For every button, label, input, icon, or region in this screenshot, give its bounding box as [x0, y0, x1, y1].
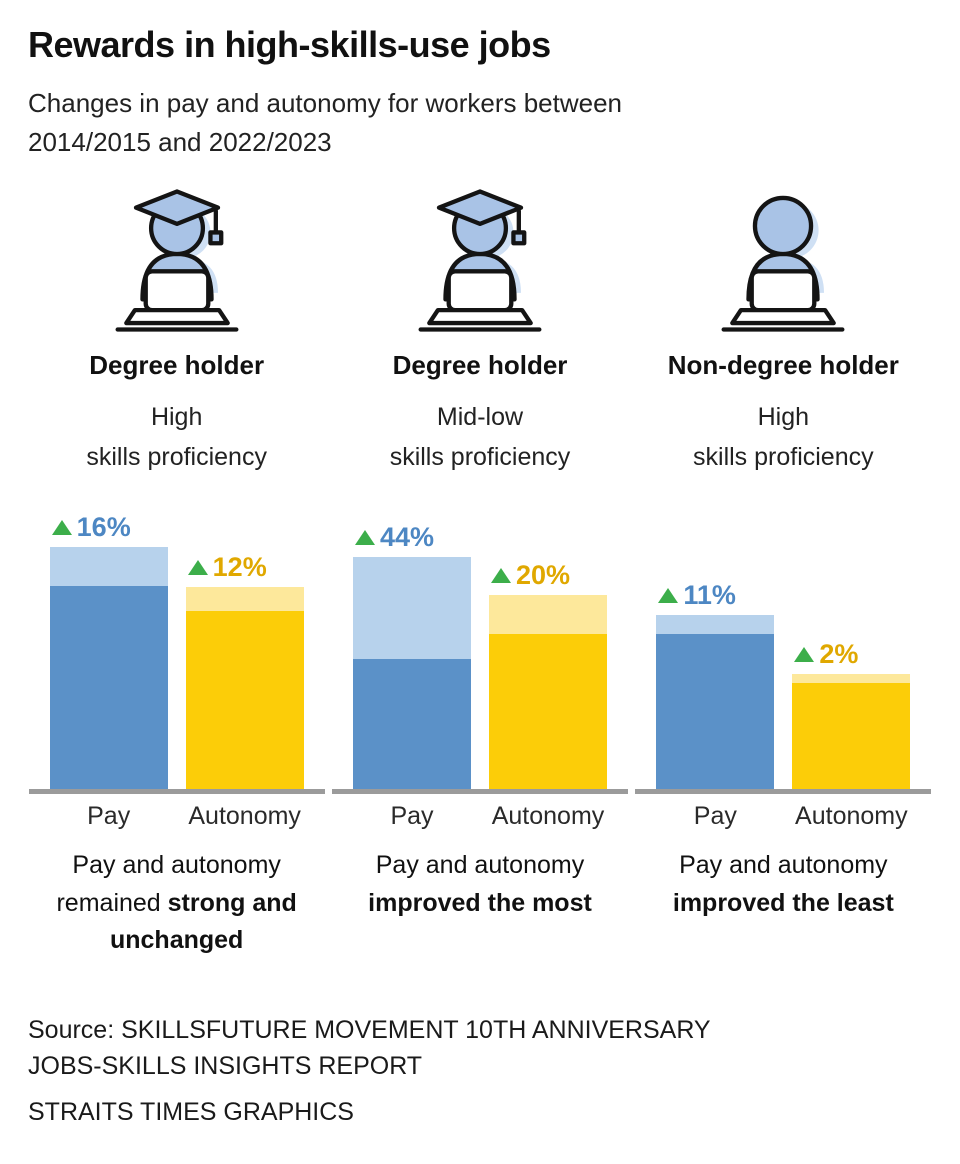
- proficiency-label: Mid-low skills proficiency: [389, 403, 571, 471]
- group-columns: Degree holder High skills proficiency 16…: [28, 184, 932, 960]
- group-label: Degree holder: [89, 350, 265, 380]
- up-triangle-icon: [658, 588, 679, 603]
- up-triangle-icon: [187, 560, 208, 575]
- source-block: Source: SKILLSFUTURE MOVEMENT 10TH ANNIV…: [28, 1012, 932, 1131]
- pay-axis-label: Pay: [87, 802, 131, 830]
- axis-labels: Pay Autonomy: [29, 802, 325, 831]
- autonomy-change-label: 12%: [187, 552, 267, 583]
- group-label: Non-degree holder: [667, 350, 899, 380]
- bar-chart: 44% 20%: [331, 507, 628, 794]
- up-triangle-icon: [51, 520, 72, 535]
- non-degree-holder-icon: [702, 184, 864, 336]
- pay-axis-label: Pay: [390, 802, 434, 830]
- group-caption: Pay and autonomy improved the least: [672, 851, 894, 917]
- infographic: Rewards in high-skills-use jobs Changes …: [28, 24, 932, 1131]
- source-line: Source: SKILLSFUTURE MOVEMENT 10TH ANNIV…: [28, 1015, 711, 1080]
- pay-axis-label: Pay: [693, 802, 737, 830]
- bar: [49, 547, 168, 789]
- pay-bar: 11%: [656, 580, 775, 789]
- pay-change-label: 11%: [658, 580, 736, 611]
- pay-change-label: 16%: [51, 512, 131, 543]
- axis-labels: Pay Autonomy: [635, 802, 931, 831]
- proficiency-label: High skills proficiency: [693, 403, 874, 471]
- bar: [792, 674, 911, 789]
- autonomy-bar: 20%: [488, 560, 607, 789]
- pay-bar: 44%: [352, 522, 471, 789]
- pay-change-label: 44%: [354, 522, 434, 553]
- autonomy-axis-label: Autonomy: [491, 802, 605, 830]
- autonomy-change-label: 2%: [794, 639, 858, 670]
- bar-chart: 16% 12%: [28, 507, 325, 794]
- credit-line: STRAITS TIMES GRAPHICS: [28, 1098, 354, 1126]
- bar: [656, 615, 775, 789]
- bar-chart: 11% 2%: [635, 507, 932, 794]
- up-triangle-icon: [794, 647, 815, 662]
- degree-holder-icon: [399, 184, 561, 336]
- autonomy-bar: 12%: [185, 552, 304, 789]
- autonomy-axis-label: Autonomy: [795, 802, 908, 830]
- bar: [352, 557, 471, 789]
- page-subtitle: Changes in pay and autonomy for workers …: [28, 84, 932, 162]
- group-nondegree-high-proficiency: Non-degree holder High skills proficienc…: [635, 184, 932, 960]
- group-label: Degree holder: [392, 350, 568, 380]
- bar: [488, 595, 607, 789]
- subtitle-line-2: 2014/2015 and 2022/2023: [28, 127, 332, 157]
- group-degree-midlow-proficiency: Degree holder Mid-low skills proficiency…: [331, 184, 628, 960]
- autonomy-change-label: 20%: [490, 560, 570, 591]
- autonomy-bar: 2%: [792, 639, 911, 789]
- group-caption: Pay and autonomy improved the most: [368, 851, 592, 917]
- up-triangle-icon: [354, 530, 375, 545]
- degree-holder-icon: [96, 184, 258, 336]
- group-caption: Pay and autonomy remained strong and unc…: [56, 851, 297, 954]
- axis-labels: Pay Autonomy: [332, 802, 628, 831]
- autonomy-axis-label: Autonomy: [188, 802, 301, 830]
- page-title: Rewards in high-skills-use jobs: [28, 24, 551, 65]
- bar: [185, 587, 304, 789]
- group-degree-high-proficiency: Degree holder High skills proficiency 16…: [28, 184, 325, 960]
- up-triangle-icon: [490, 568, 511, 583]
- pay-bar: 16%: [49, 512, 168, 789]
- proficiency-label: High skills proficiency: [86, 403, 267, 471]
- subtitle-line-1: Changes in pay and autonomy for workers …: [28, 88, 623, 118]
